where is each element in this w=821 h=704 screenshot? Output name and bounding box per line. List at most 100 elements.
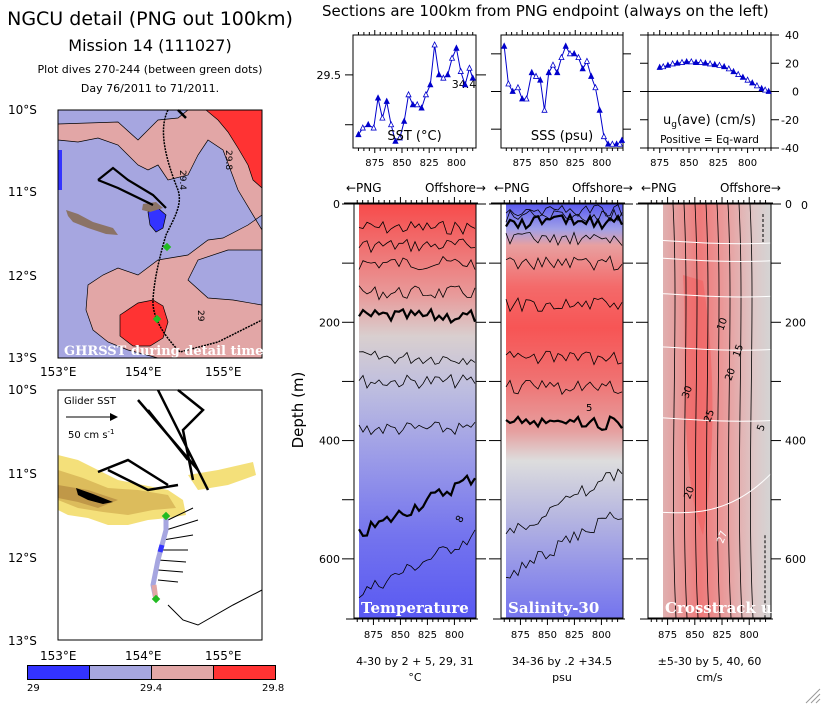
data-point xyxy=(431,41,438,48)
data-point xyxy=(405,90,412,98)
data-point xyxy=(549,61,557,68)
title-u: u xyxy=(663,113,671,128)
contour-label: 10 xyxy=(715,316,730,332)
isoline xyxy=(505,212,623,231)
data-point xyxy=(749,79,756,86)
section-frame xyxy=(353,203,477,619)
depth-tick-label: 200 xyxy=(319,316,340,329)
data-point xyxy=(444,70,451,78)
section-label: Crosstrack ug xyxy=(665,599,779,620)
nav-left: ←PNG xyxy=(641,181,677,195)
depth-tick-label-right: 600 xyxy=(785,553,806,566)
section-caption: ±5-30 by 5, 40, 60 xyxy=(658,655,762,668)
velocity-arrows-north xyxy=(97,389,210,492)
data-point xyxy=(453,44,460,51)
sst-cold-edge xyxy=(58,150,62,190)
contour-label: 5 xyxy=(586,403,592,414)
land-island-east xyxy=(142,202,163,212)
isoline xyxy=(358,421,476,436)
data-point xyxy=(697,58,704,65)
nav-right: Offshore→ xyxy=(720,181,781,195)
mission-title: Mission 14 (111027) xyxy=(68,36,232,55)
top-lon-153: 153°E xyxy=(40,365,77,379)
density-contour xyxy=(647,292,772,298)
section-panel-1: 8 875 850 825 800 Temperature 4-30 by 2 + 5, 2… xyxy=(342,197,486,684)
data-point xyxy=(725,65,732,72)
section-label-text: Temperature xyxy=(361,599,469,617)
bottom-lat-13: 13°S xyxy=(8,634,37,648)
bottom-lat-12: 12°S xyxy=(8,551,37,565)
data-point xyxy=(588,72,595,79)
velocity-contour xyxy=(738,203,743,619)
plot-subtitle: Positive = Eq-ward xyxy=(660,134,759,146)
data-point xyxy=(440,74,447,81)
nav-right: Offshore→ xyxy=(572,181,633,195)
depth-tick-label-right: 400 xyxy=(785,435,806,448)
map-caption: GHRSST during detail time xyxy=(64,344,263,359)
x-tick-label: 800 xyxy=(740,630,759,641)
velocity-core xyxy=(683,274,713,536)
section-label: Temperature xyxy=(361,599,469,617)
data-point xyxy=(706,60,714,67)
plot-title: ug(ave) (cm/s) xyxy=(663,113,756,130)
plot-title: SSS (psu) xyxy=(531,129,593,144)
section-label-sub: g xyxy=(772,609,779,620)
isoline xyxy=(358,350,476,366)
section-label: Salinity-30 xyxy=(508,599,599,617)
data-point xyxy=(720,62,728,70)
isoline xyxy=(505,468,623,535)
dives-subtitle: Plot dives 270-244 (between green dots) xyxy=(37,63,263,76)
contour-label: 27 xyxy=(715,529,730,545)
data-point xyxy=(528,68,535,76)
data-point xyxy=(359,124,366,131)
data-point xyxy=(678,58,686,65)
x-tick-label: 825 xyxy=(418,630,437,641)
isoline xyxy=(358,285,476,301)
data-point xyxy=(469,74,476,81)
section-caption: 34-36 by .2 +34.5 xyxy=(512,655,612,668)
density-contour xyxy=(647,473,772,514)
x-tick-label: 825 xyxy=(709,158,728,169)
top-lat-10: 10°S xyxy=(8,103,37,117)
glider-sst-cold xyxy=(157,544,165,553)
isoline xyxy=(358,307,477,325)
x-tick-label: 875 xyxy=(364,630,383,641)
velocity-contour xyxy=(705,203,710,619)
section-panel-2: 5 875 850 825 800 Salinity-30 34-36 by .2 +34.… xyxy=(489,197,633,684)
data-point xyxy=(730,67,737,75)
bottom-lon-154: 154°E xyxy=(125,649,162,663)
contour-label-29: 29 xyxy=(195,310,205,322)
data-point xyxy=(466,64,473,71)
x-tick-label: 825 xyxy=(420,158,439,169)
x-tick-label: 875 xyxy=(513,158,532,169)
data-point xyxy=(387,120,395,128)
resize-grip-icon xyxy=(805,688,821,704)
top-map: 29.8 29.4 29 GHRSST during detail time 1… xyxy=(0,100,290,380)
depth-tick-label: 400 xyxy=(319,435,340,448)
y-tick-label: 29.5 xyxy=(317,69,342,82)
data-point xyxy=(753,81,761,89)
data-point xyxy=(669,60,676,67)
data-point xyxy=(401,117,408,124)
section-units: cm/s xyxy=(696,671,722,684)
x-tick-label: 850 xyxy=(679,158,698,169)
colorbar-label-29-4: 29.4 xyxy=(140,683,163,694)
data-point xyxy=(761,86,769,93)
data-point xyxy=(370,124,377,131)
data-point xyxy=(711,60,718,68)
surface-plot-2: 875 850 825 800 SSS (psu) ←PNG Offshore→ xyxy=(491,30,633,195)
section-caption: 4-30 by 2 + 5, 29, 31 xyxy=(356,655,474,668)
data-point xyxy=(418,104,425,111)
data-point xyxy=(600,132,608,140)
isoline xyxy=(358,220,476,235)
start-dot xyxy=(162,242,172,252)
land-island-west xyxy=(66,210,118,235)
data-point xyxy=(605,140,612,147)
data-point xyxy=(592,83,599,91)
contour-label-top: 0 xyxy=(801,199,808,212)
isoline xyxy=(358,373,476,389)
data-point xyxy=(674,59,681,66)
x-tick-label: 875 xyxy=(658,630,677,641)
data-point xyxy=(596,106,603,113)
